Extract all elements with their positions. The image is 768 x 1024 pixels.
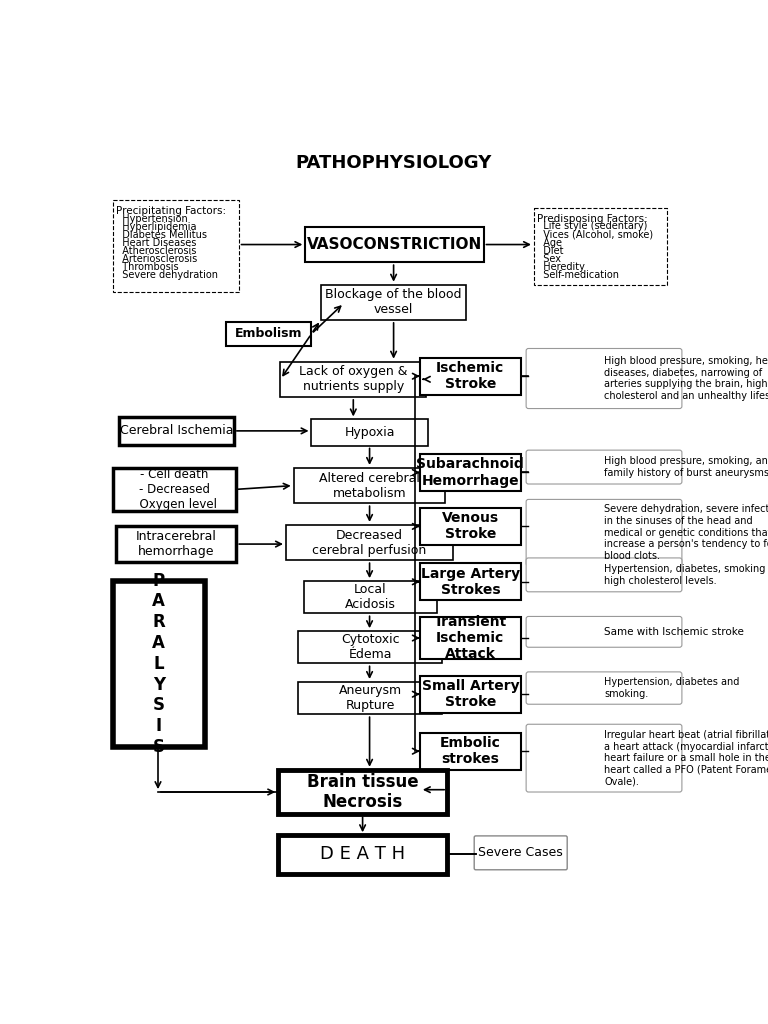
Text: Altered cerebral
metabolism: Altered cerebral metabolism bbox=[319, 471, 419, 500]
Text: Cerebral Ischemia: Cerebral Ischemia bbox=[120, 424, 233, 437]
FancyBboxPatch shape bbox=[280, 361, 426, 397]
Text: Cytotoxic
Édema: Cytotoxic Édema bbox=[341, 633, 399, 662]
Text: Lack of oxygen &
nutrients supply: Lack of oxygen & nutrients supply bbox=[299, 366, 408, 393]
FancyBboxPatch shape bbox=[474, 836, 568, 869]
FancyBboxPatch shape bbox=[303, 581, 437, 613]
Text: Heredity: Heredity bbox=[537, 262, 585, 271]
Text: D E A T H: D E A T H bbox=[320, 846, 406, 863]
FancyBboxPatch shape bbox=[227, 322, 312, 346]
FancyBboxPatch shape bbox=[312, 420, 428, 445]
FancyBboxPatch shape bbox=[534, 208, 667, 285]
Text: Small Artery
Stroke: Small Artery Stroke bbox=[422, 679, 519, 710]
FancyBboxPatch shape bbox=[113, 200, 239, 292]
Text: Age: Age bbox=[537, 238, 562, 248]
Text: Atherosclerosis: Atherosclerosis bbox=[116, 246, 197, 256]
Text: Self-medication: Self-medication bbox=[537, 270, 619, 280]
FancyBboxPatch shape bbox=[420, 733, 521, 770]
FancyBboxPatch shape bbox=[119, 417, 234, 444]
Text: Decreased
cerebral perfusion: Decreased cerebral perfusion bbox=[312, 528, 426, 556]
FancyBboxPatch shape bbox=[526, 672, 682, 705]
FancyBboxPatch shape bbox=[321, 285, 466, 319]
FancyBboxPatch shape bbox=[526, 558, 682, 592]
FancyBboxPatch shape bbox=[420, 357, 521, 394]
Text: Embolic
strokes: Embolic strokes bbox=[440, 736, 501, 766]
Text: Life style (sedentary): Life style (sedentary) bbox=[537, 221, 647, 231]
FancyBboxPatch shape bbox=[305, 227, 484, 262]
Text: Same with Ischemic stroke: Same with Ischemic stroke bbox=[604, 627, 744, 637]
Text: Large Artery
Strokes: Large Artery Strokes bbox=[421, 566, 520, 597]
Text: Subarachnoid
Hemorrhage: Subarachnoid Hemorrhage bbox=[416, 458, 525, 487]
Text: PATHOPHYSIOLOGY: PATHOPHYSIOLOGY bbox=[296, 154, 492, 172]
FancyBboxPatch shape bbox=[113, 468, 236, 511]
Text: Venous
Stroke: Venous Stroke bbox=[442, 511, 499, 542]
FancyBboxPatch shape bbox=[420, 676, 521, 713]
Text: Hypertension, diabetes, smoking and
high cholesterol levels.: Hypertension, diabetes, smoking and high… bbox=[604, 564, 768, 586]
Text: Hypoxia: Hypoxia bbox=[344, 426, 395, 439]
FancyBboxPatch shape bbox=[526, 724, 682, 792]
Text: P
A
R
A
L
Y
S
I
S: P A R A L Y S I S bbox=[152, 571, 165, 756]
Text: Irregular heart beat (atrial fibrillation),
a heart attack (myocardial infarctio: Irregular heart beat (atrial fibrillatio… bbox=[604, 730, 768, 786]
FancyBboxPatch shape bbox=[420, 454, 521, 490]
FancyBboxPatch shape bbox=[526, 348, 682, 409]
FancyBboxPatch shape bbox=[278, 836, 447, 873]
FancyBboxPatch shape bbox=[298, 631, 442, 664]
Text: VASOCONSTRICTION: VASOCONSTRICTION bbox=[306, 237, 482, 252]
Text: Hypertension, diabetes and
smoking.: Hypertension, diabetes and smoking. bbox=[604, 677, 740, 698]
Text: Vices (Alcohol, smoke): Vices (Alcohol, smoke) bbox=[537, 229, 653, 240]
Text: Ischemic
Stroke: Ischemic Stroke bbox=[436, 361, 505, 391]
Text: Blockage of the blood
vessel: Blockage of the blood vessel bbox=[326, 289, 462, 316]
FancyBboxPatch shape bbox=[116, 526, 237, 562]
Text: Brain tissue
Necrosis: Brain tissue Necrosis bbox=[306, 773, 419, 811]
FancyBboxPatch shape bbox=[526, 451, 682, 484]
FancyBboxPatch shape bbox=[420, 563, 521, 600]
Text: Hypertension: Hypertension bbox=[116, 214, 188, 223]
Text: Intracerebral
hemorrhage: Intracerebral hemorrhage bbox=[136, 530, 217, 558]
Text: Arteriosclerosis: Arteriosclerosis bbox=[116, 254, 197, 264]
Text: Severe dehydration, severe infection
in the sinuses of the head and
medical or g: Severe dehydration, severe infection in … bbox=[604, 504, 768, 561]
Text: Severe Cases: Severe Cases bbox=[478, 847, 563, 859]
Text: - Cell death
- Decreased
  Oxygen level: - Cell death - Decreased Oxygen level bbox=[132, 468, 217, 511]
Text: Precipitating Factors:: Precipitating Factors: bbox=[116, 206, 227, 216]
Text: Diabetes Mellitus: Diabetes Mellitus bbox=[116, 230, 207, 240]
FancyBboxPatch shape bbox=[526, 616, 682, 647]
Text: High blood pressure, smoking, and a
family history of burst aneurysms.: High blood pressure, smoking, and a fami… bbox=[604, 457, 768, 478]
FancyBboxPatch shape bbox=[278, 770, 447, 814]
Text: Thrombosis: Thrombosis bbox=[116, 262, 179, 272]
Text: Aneurysm
Rupture: Aneurysm Rupture bbox=[339, 684, 402, 712]
Text: Severe dehydration: Severe dehydration bbox=[116, 270, 218, 281]
Text: Sex: Sex bbox=[537, 254, 561, 264]
FancyBboxPatch shape bbox=[526, 500, 682, 565]
FancyBboxPatch shape bbox=[293, 468, 445, 503]
Text: Hyperlipidemia: Hyperlipidemia bbox=[116, 222, 197, 231]
Text: Heart Diseases: Heart Diseases bbox=[116, 238, 197, 248]
FancyBboxPatch shape bbox=[298, 682, 442, 715]
Text: Local
Acidosis: Local Acidosis bbox=[345, 584, 396, 611]
Text: Diet: Diet bbox=[537, 246, 564, 256]
Text: Embolism: Embolism bbox=[235, 328, 303, 340]
FancyBboxPatch shape bbox=[286, 525, 452, 560]
FancyBboxPatch shape bbox=[420, 508, 521, 545]
FancyBboxPatch shape bbox=[420, 617, 521, 658]
Text: Transient
Ischemic
Attack: Transient Ischemic Attack bbox=[434, 614, 507, 662]
Text: High blood pressure, smoking, heart
diseases, diabetes, narrowing of
arteries su: High blood pressure, smoking, heart dise… bbox=[604, 356, 768, 401]
FancyBboxPatch shape bbox=[113, 581, 204, 746]
Text: Predisposing Factors:: Predisposing Factors: bbox=[537, 214, 647, 223]
